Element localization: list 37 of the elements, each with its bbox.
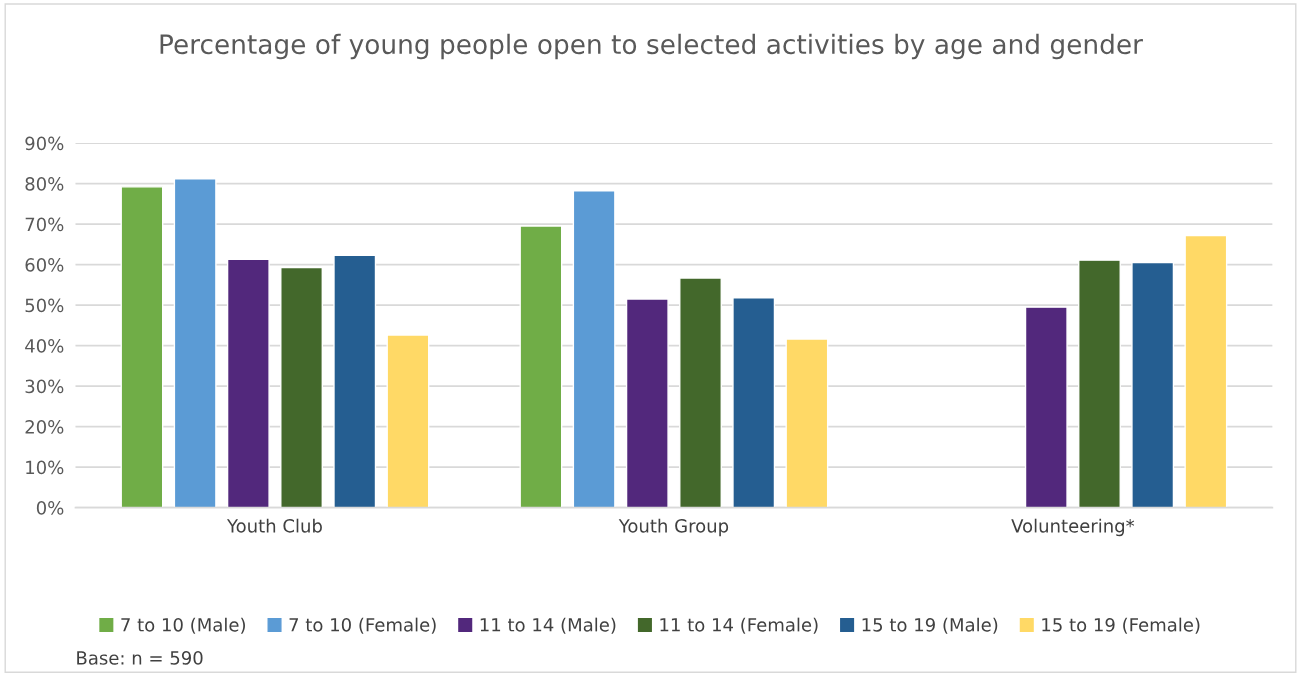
bar — [173, 178, 217, 508]
y-tick-label: 0% — [36, 501, 64, 515]
y-tick-label: 90% — [25, 136, 64, 151]
y-tick-label: 10% — [26, 460, 64, 475]
bar — [1024, 306, 1068, 508]
y-tick-label: 30% — [25, 379, 64, 394]
y-tick-label: 40% — [25, 339, 64, 353]
bar — [732, 297, 776, 508]
legend-label: 15 to 19 (Male) — [862, 617, 998, 634]
bar — [226, 258, 270, 508]
bar — [120, 186, 164, 508]
y-tick-label: 80% — [25, 177, 64, 191]
bar — [519, 225, 563, 508]
bar — [1131, 261, 1175, 508]
legend-label: 15 to 19 (Female) — [1042, 617, 1200, 634]
bar — [333, 254, 377, 508]
bar — [1078, 259, 1121, 508]
x-tick-label: Youth Club — [226, 518, 322, 533]
bar — [572, 190, 616, 508]
legend-label: 11 to 14 (Male) — [480, 617, 616, 634]
y-tick-label: 60% — [25, 258, 64, 272]
y-tick-label: 70% — [25, 217, 64, 232]
x-tick-label: Youth Group — [618, 518, 729, 537]
legend-label: 11 to 14 (Female) — [660, 617, 818, 634]
bar — [386, 334, 430, 508]
legend-label: 7 to 10 (Female) — [289, 617, 436, 634]
bar — [785, 338, 829, 508]
bar — [679, 277, 722, 508]
y-tick-label: 50% — [25, 298, 64, 313]
x-tick-label: Volunteering* — [1011, 518, 1135, 537]
bar — [625, 298, 669, 508]
legend-label: 7 to 10 (Male) — [121, 617, 245, 634]
bar — [1184, 234, 1228, 508]
bar — [280, 266, 323, 508]
y-tick-label: 20% — [25, 420, 64, 434]
chart-title: Percentage of young people open to selected activities by age and gender — [160, 33, 1143, 60]
text: Base: n = 590 — [77, 651, 203, 665]
